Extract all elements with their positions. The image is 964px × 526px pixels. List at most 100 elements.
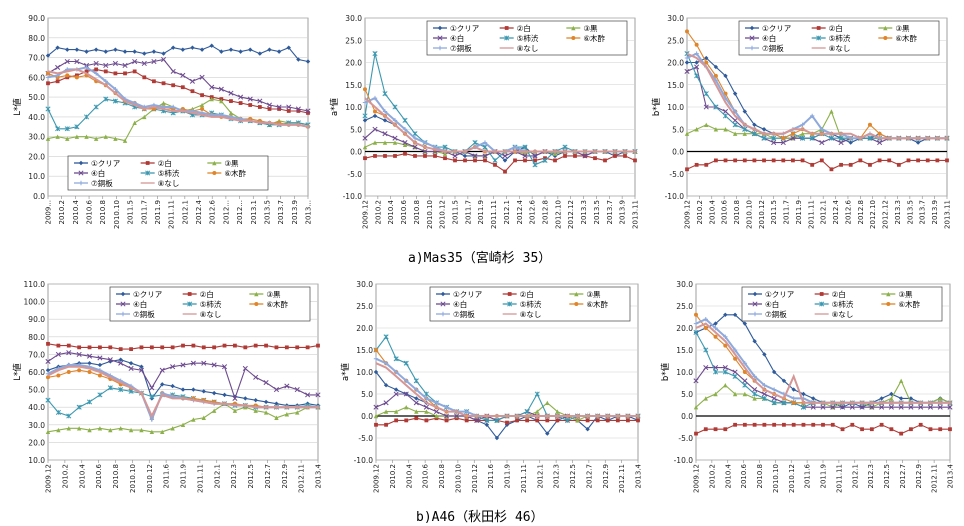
- data-point: [55, 126, 61, 132]
- data-point: [238, 49, 243, 54]
- data-point: [286, 45, 291, 50]
- legend-marker: [120, 301, 126, 307]
- data-point: [613, 154, 617, 158]
- legend-marker: [120, 291, 126, 297]
- legend-label: ③黒: [224, 159, 239, 168]
- data-point: [149, 394, 155, 400]
- x-tick-label: 2009.12: [45, 464, 53, 493]
- series-line: [686, 52, 947, 140]
- legend-label: ⑥木酢: [895, 33, 917, 43]
- x-tick-label: 2011.7: [140, 200, 148, 225]
- data-point: [800, 135, 806, 141]
- data-point: [141, 60, 147, 67]
- data-point: [523, 158, 527, 163]
- data-point: [839, 162, 843, 167]
- data-point: [877, 131, 882, 136]
- data-point: [703, 91, 709, 97]
- data-point: [86, 399, 93, 405]
- y-tick-label: 15.0: [667, 81, 684, 90]
- x-tick-label: 2013.5: [906, 200, 914, 225]
- data-point: [453, 158, 457, 163]
- data-point: [55, 134, 60, 139]
- y-tick-label: 70.0: [28, 350, 45, 359]
- data-point: [180, 47, 186, 52]
- legend-marker: [883, 36, 888, 40]
- data-point: [761, 395, 767, 401]
- x-tick-label: 2012.1: [503, 200, 511, 225]
- data-point: [442, 151, 448, 156]
- data-point: [444, 418, 449, 423]
- data-point: [93, 104, 99, 110]
- data-point: [393, 409, 399, 414]
- data-point: [170, 45, 176, 50]
- series-②白: [46, 341, 320, 352]
- x-tick-label: 2011.9: [154, 200, 162, 225]
- data-point: [693, 378, 699, 384]
- data-point: [55, 45, 60, 50]
- x-tick-label: 2011.5: [127, 200, 135, 225]
- legend-label: ⑥木酢: [586, 299, 608, 309]
- x-tick-label: 2013.4: [315, 463, 323, 488]
- x-tick-label: 2009.12: [362, 200, 370, 229]
- series-④白: [45, 350, 321, 401]
- data-point: [703, 396, 708, 401]
- data-point: [45, 136, 51, 141]
- caption-a: a)Mas35（宮崎杉 35）: [408, 251, 552, 266]
- data-point: [693, 321, 699, 326]
- data-point: [800, 122, 805, 127]
- y-tick-label: 30.0: [345, 14, 362, 23]
- data-point: [373, 109, 377, 114]
- legend: ①クリア ②白 ③黒 ④白 ⑤柿渋 ⑥木酢 ⑦銅板 ⑧なし: [741, 286, 943, 322]
- data-point: [243, 345, 248, 350]
- data-point: [742, 391, 748, 397]
- data-point: [752, 122, 757, 127]
- data-point: [858, 158, 863, 163]
- legend-label: ⑤柿渋: [200, 299, 222, 309]
- y-tick-label: 30.0: [667, 14, 684, 23]
- data-point: [76, 404, 82, 410]
- legend-label: ④白: [133, 299, 147, 309]
- data-point: [284, 383, 290, 389]
- y-tick-label: 25.0: [345, 36, 362, 45]
- legend-label: ⑧なし: [829, 44, 851, 53]
- legend-marker: [816, 35, 822, 41]
- y-axis-label: a*値: [340, 363, 351, 381]
- data-point: [222, 343, 227, 348]
- y-axis-label: a*値: [329, 98, 340, 116]
- data-point: [64, 126, 70, 132]
- data-point: [392, 118, 398, 123]
- data-point: [772, 422, 777, 427]
- data-point: [87, 427, 92, 433]
- data-point: [704, 122, 709, 127]
- data-point: [545, 400, 550, 405]
- data-point: [694, 127, 699, 132]
- x-tick-label: 2010.4: [708, 199, 716, 224]
- data-point: [170, 364, 176, 370]
- data-point: [848, 162, 853, 167]
- legend-label: ⑧なし: [158, 179, 180, 188]
- data-point: [87, 370, 92, 374]
- data-point: [74, 124, 80, 130]
- data-point: [122, 49, 128, 54]
- data-point: [393, 387, 399, 392]
- x-tick-label: 2012.4: [832, 199, 840, 224]
- x-tick-label: 2011.11: [807, 200, 815, 229]
- legend-box: [67, 155, 269, 191]
- legend-marker: [819, 292, 824, 296]
- data-point: [896, 162, 901, 167]
- data-point: [295, 345, 300, 350]
- data-point: [723, 158, 728, 163]
- data-point: [915, 140, 921, 145]
- x-tick-label: 2011.11: [835, 464, 843, 493]
- x-tick-label: 2011.9: [795, 200, 803, 225]
- data-point: [877, 158, 882, 163]
- series-⑧なし: [686, 52, 947, 140]
- legend-marker: [78, 170, 84, 176]
- x-tick-label: 2012.7: [585, 464, 593, 489]
- data-point: [373, 356, 379, 361]
- data-point: [472, 153, 478, 159]
- data-point: [199, 74, 205, 80]
- data-point: [723, 343, 728, 348]
- x-tick-label: 2012.5: [883, 464, 891, 489]
- data-point: [867, 122, 872, 127]
